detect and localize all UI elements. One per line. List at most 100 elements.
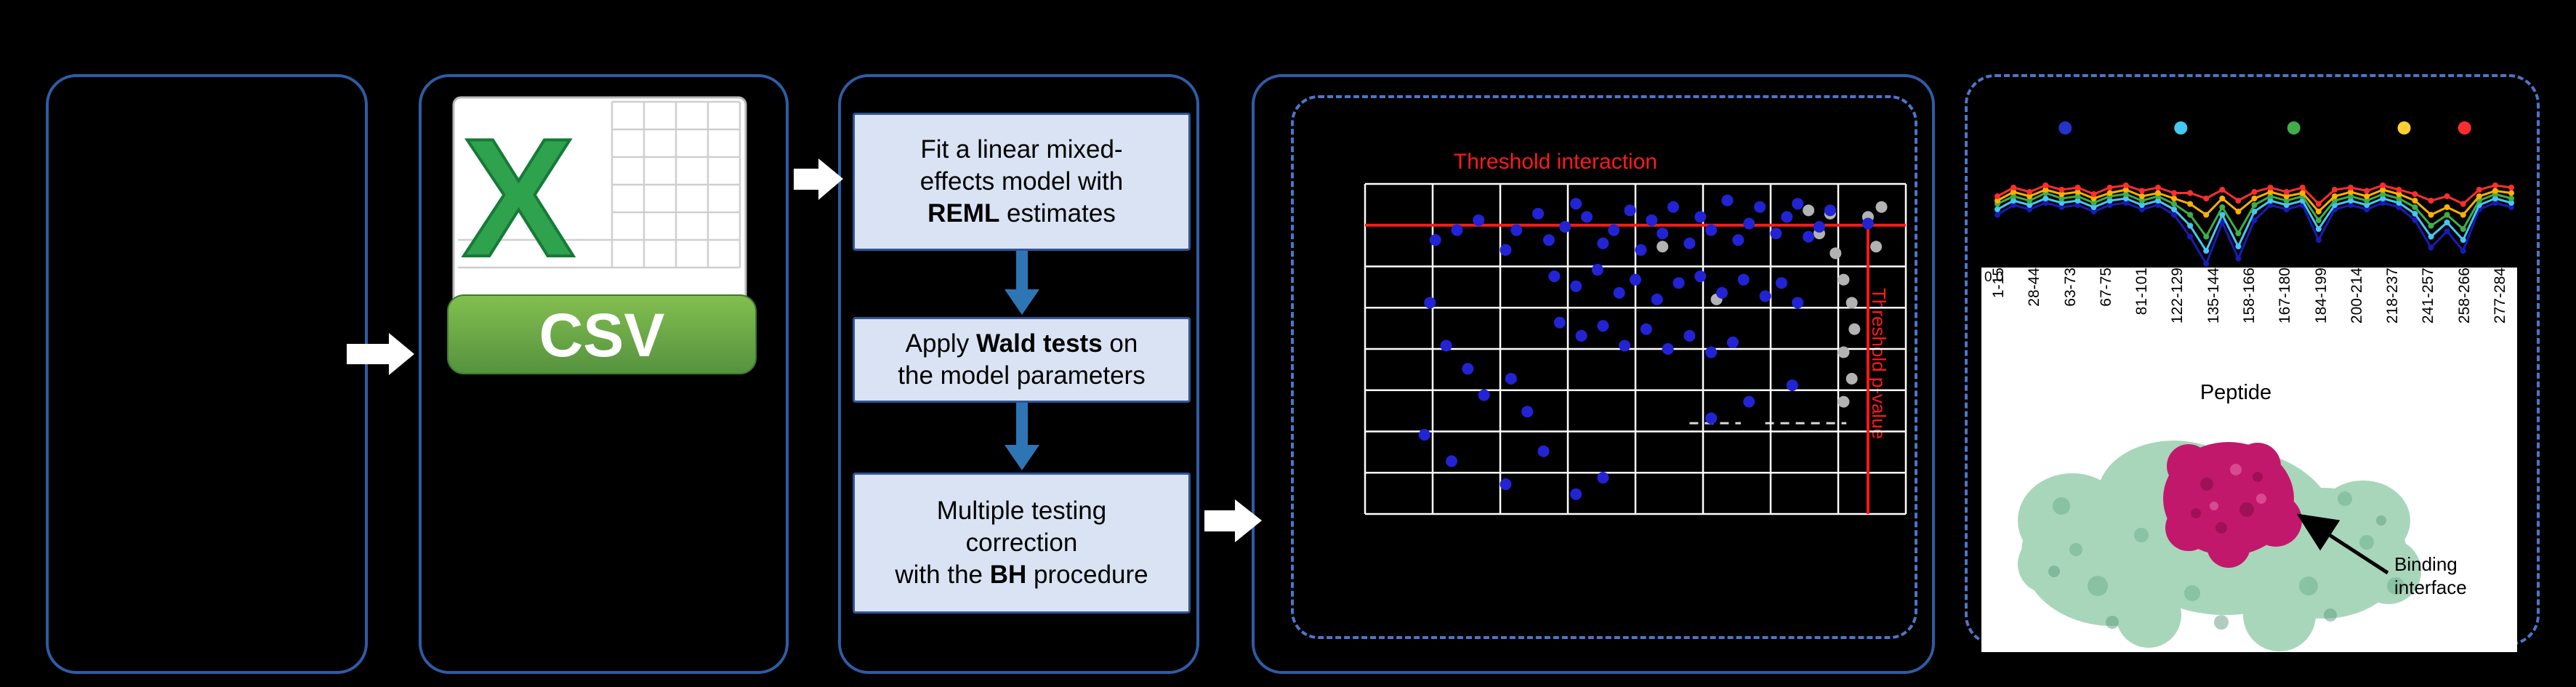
series-marker <box>2380 191 2386 197</box>
series-marker <box>2492 188 2498 194</box>
series-marker <box>2171 190 2178 196</box>
series-marker <box>2106 198 2113 204</box>
series-marker <box>2492 182 2498 188</box>
peptide-axis-title: Peptide <box>2199 381 2272 404</box>
scatter-point-blue <box>1532 207 1545 220</box>
scatter-point-blue <box>1575 329 1587 342</box>
series-marker <box>2331 193 2338 199</box>
scatter-point-blue <box>1429 234 1441 246</box>
series-marker <box>2396 204 2402 210</box>
scatter-point-gray <box>1830 247 1842 260</box>
series-marker <box>2090 200 2097 206</box>
series-marker <box>2492 200 2498 206</box>
scatter-point-gray <box>1803 204 1815 217</box>
scatter-point-blue <box>1781 211 1793 223</box>
series-marker <box>2380 182 2386 188</box>
scatter-point-gray <box>1875 201 1888 213</box>
series-marker <box>2187 190 2194 196</box>
series-marker <box>2058 191 2065 197</box>
series-marker <box>2283 206 2290 212</box>
series-marker <box>2508 190 2514 196</box>
series-marker <box>2251 189 2258 195</box>
scatter-point-blue <box>1424 297 1436 309</box>
scatter-point-blue <box>1500 244 1512 256</box>
series-marker <box>2396 191 2402 197</box>
series-marker <box>2396 196 2402 201</box>
series-marker <box>2042 182 2049 188</box>
series-marker <box>2348 193 2354 199</box>
peptide-label: 67-75 <box>2097 268 2114 307</box>
binding-interface-region <box>2163 442 2302 568</box>
scatter-point-blue <box>1542 234 1555 246</box>
csv-label: CSV <box>539 301 665 369</box>
series-marker <box>2138 198 2145 204</box>
series-marker <box>2348 198 2354 204</box>
series-marker <box>2154 202 2161 208</box>
series-marker <box>2267 189 2274 195</box>
scatter-point-gray <box>1657 241 1669 253</box>
series-marker <box>2235 230 2242 236</box>
scatter-point-blue <box>1553 316 1566 329</box>
peptide-label: 1-15 <box>1990 268 2007 299</box>
series-marker <box>2011 189 2017 195</box>
series-marker <box>2412 204 2418 210</box>
series-marker <box>2011 193 2017 199</box>
scatter-point-blue <box>1705 224 1718 236</box>
binding-interface-highlight <box>2210 464 2266 510</box>
peptide-label: 158-166 <box>2241 268 2258 324</box>
peptide-axis-labels: 1-15 28-44 63-73 67-75 81-101 122-129 135-144 1… <box>1981 268 2517 384</box>
scatter-point-blue <box>1581 211 1593 223</box>
series-marker <box>2235 198 2242 204</box>
scatter-point-blue <box>1548 270 1561 283</box>
peptide-label: 167-180 <box>2277 268 2294 324</box>
series-marker <box>2460 226 2466 232</box>
scatter-point-blue <box>1705 412 1718 425</box>
scatter-point-blue <box>1803 230 1815 243</box>
series-marker <box>2396 200 2402 206</box>
series-marker <box>2058 196 2065 201</box>
series-marker <box>2138 206 2145 212</box>
line-chart-y-tick: 0.0 <box>1984 270 2004 285</box>
scatter-point-blue <box>1770 228 1782 240</box>
scatter-point-blue <box>1451 224 1463 236</box>
series-marker <box>2026 202 2033 208</box>
series-marker <box>2444 220 2450 225</box>
series-marker <box>2074 193 2081 199</box>
series-marker <box>2251 196 2258 201</box>
series-marker <box>2219 204 2226 210</box>
binding-interface-label-line2: interface <box>2394 576 2467 598</box>
series-marker <box>2348 189 2354 195</box>
series-marker <box>2315 217 2322 223</box>
scatter-point-blue <box>1510 224 1523 236</box>
series-marker <box>2171 206 2178 212</box>
scatter-point-blue <box>1775 277 1787 289</box>
series-marker <box>2412 217 2418 223</box>
scatter-point-blue <box>1418 429 1430 441</box>
volcano-scatter-plot <box>1364 182 1907 515</box>
csv-x-letter: X <box>462 104 575 292</box>
step-wald-tests: Apply Wald tests on the model parameters <box>853 317 1191 403</box>
series-marker <box>2203 196 2210 201</box>
series-marker <box>2267 193 2274 199</box>
scatter-point-blue <box>1624 204 1636 217</box>
series-marker <box>1995 193 2000 199</box>
binding-interface-label: Binding interface <box>2394 553 2518 599</box>
series-marker <box>2251 217 2258 223</box>
series-marker <box>2058 187 2065 193</box>
series-marker <box>2460 237 2466 243</box>
series-marker <box>2154 198 2161 204</box>
series-marker <box>2267 185 2274 190</box>
scatter-point-blue <box>1694 211 1707 223</box>
series-marker <box>2042 187 2049 193</box>
series-marker <box>2138 188 2145 194</box>
csv-file-icon: X CSV <box>447 96 757 374</box>
series-marker <box>2283 193 2290 199</box>
series-marker <box>2042 196 2049 201</box>
scatter-point-blue <box>1737 273 1750 286</box>
series-marker <box>2011 185 2017 190</box>
series-marker <box>2315 226 2322 232</box>
legend-dot <box>2397 121 2411 134</box>
scatter-point-blue <box>1759 290 1771 302</box>
scatter-point-gray <box>1838 346 1850 358</box>
